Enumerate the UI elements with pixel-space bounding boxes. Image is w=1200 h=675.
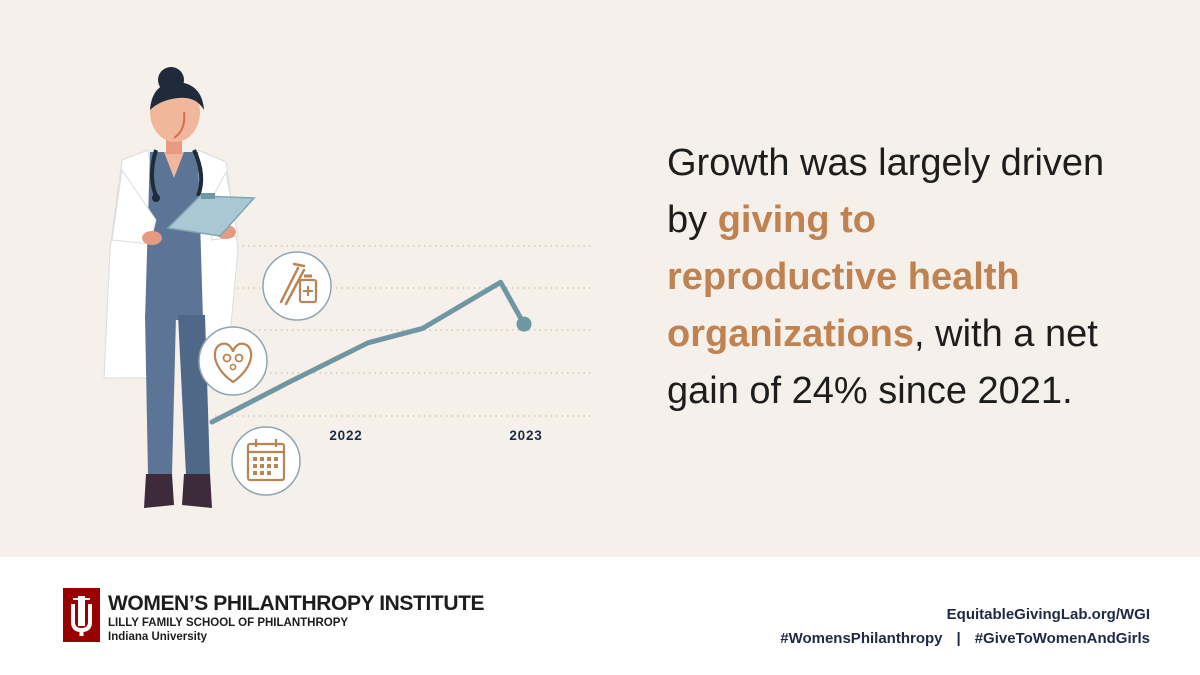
organization-block: WOMEN’S PHILANTHROPY INSTITUTE LILLY FAM… (108, 592, 485, 644)
x-tick-label-2023: 2023 (509, 428, 542, 443)
iu-trident-logo-icon (63, 588, 100, 642)
doctor-illustration (103, 67, 256, 508)
headline-highlight: giving to reproductive health organizati… (667, 199, 1020, 355)
series-line (209, 279, 527, 425)
content-panel: 2022 2023 Growth was largely driven by g… (0, 0, 1200, 557)
x-tick-label-2022: 2022 (329, 428, 362, 443)
org-name: WOMEN’S PHILANTHROPY INSTITUTE (108, 592, 485, 615)
website-url[interactable]: EquitableGivingLab.org/WGI (946, 606, 1150, 623)
hashtags: #WomensPhilanthropy | #GiveToWomenAndGirls (780, 627, 1150, 651)
org-subtitle: LILLY FAMILY SCHOOL OF PHILANTHROPY (108, 617, 349, 629)
syringe-vial-icon (262, 251, 332, 321)
footer-links: EquitableGivingLab.org/WGI #WomensPhilan… (780, 603, 1150, 651)
headline-part-2: , with a net gain of 24% since 2021. (667, 313, 1098, 412)
hashtag-give-to-women-and-girls[interactable]: #GiveToWomenAndGirls (974, 630, 1150, 647)
illustration: 2022 2023 (103, 67, 592, 508)
headline-part-1: Growth was largely driven by (667, 142, 1105, 241)
hashtag-womens-philanthropy[interactable]: #WomensPhilanthropy (780, 630, 943, 647)
heart-family-icon (198, 326, 268, 396)
chart-gridlines (215, 245, 592, 417)
headline-text: Growth was largely driven by giving to r… (667, 135, 1107, 420)
footer: WOMEN’S PHILANTHROPY INSTITUTE LILLY FAM… (0, 557, 1200, 675)
org-university: Indiana University (108, 631, 208, 643)
hashtag-separator: | (956, 630, 961, 647)
line-chart (209, 279, 532, 425)
calendar-icon (231, 426, 301, 496)
series-end-point (516, 316, 532, 332)
